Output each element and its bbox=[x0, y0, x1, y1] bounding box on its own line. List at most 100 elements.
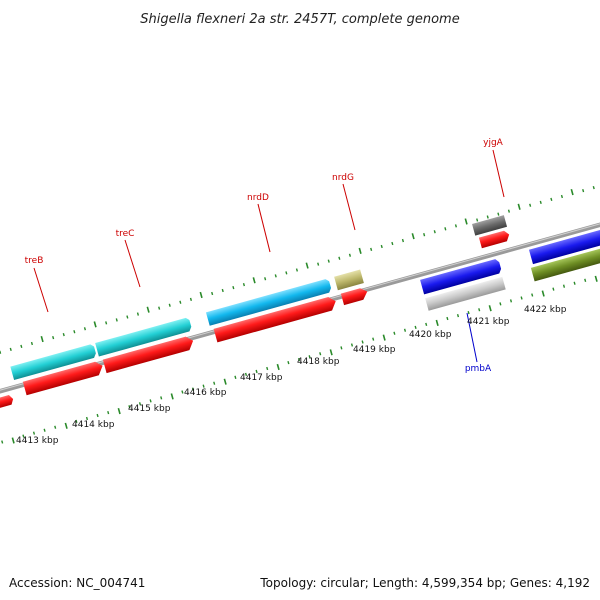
scale-tick bbox=[509, 299, 513, 303]
scale-tick bbox=[539, 200, 542, 204]
kbp-label: 4415 kbp bbox=[128, 404, 171, 414]
scale-tick bbox=[414, 325, 417, 329]
scale-tick bbox=[189, 297, 193, 301]
scale-tick bbox=[435, 319, 439, 327]
scale-tick bbox=[573, 281, 576, 285]
gene-label-treB[interactable]: treB bbox=[25, 256, 44, 266]
scale-tick bbox=[181, 390, 184, 394]
scale-tick bbox=[234, 375, 237, 379]
feature-blue-1[interactable] bbox=[420, 258, 502, 295]
feature-sky-1[interactable] bbox=[205, 278, 332, 326]
scale-tick bbox=[75, 419, 78, 424]
scale-tick bbox=[11, 437, 15, 444]
scale-tick bbox=[32, 431, 36, 435]
scale-tick bbox=[30, 341, 34, 346]
scale-tick bbox=[327, 259, 330, 263]
kbp-label: 4418 kbp bbox=[297, 357, 340, 367]
scale-tick bbox=[274, 274, 277, 278]
cds-treC[interactable] bbox=[102, 335, 195, 374]
scale-tick bbox=[146, 306, 150, 313]
scale-tick bbox=[213, 381, 216, 385]
scale-tick bbox=[560, 194, 564, 199]
kbp-label: 4422 kbp bbox=[524, 305, 567, 315]
kbp-labels: 4413 kbp 4414 kbp 4415 kbp 4416 kbp 4417… bbox=[16, 305, 567, 446]
scale-tick bbox=[285, 271, 288, 275]
scale-tick bbox=[43, 428, 46, 432]
scale-tick bbox=[372, 337, 375, 341]
map-title: Shigella flexneri 2a str. 2457T, complet… bbox=[140, 12, 459, 27]
scale-tick bbox=[199, 291, 203, 299]
feature-olive-1[interactable] bbox=[530, 241, 600, 282]
scale-tick bbox=[93, 321, 97, 328]
scale-tick bbox=[403, 328, 407, 332]
scale-tick bbox=[158, 306, 161, 310]
scale-tick bbox=[40, 335, 44, 343]
scale-tick bbox=[211, 291, 214, 296]
scale-tick bbox=[517, 203, 521, 210]
scale-tick bbox=[170, 393, 174, 400]
scale-tick bbox=[105, 321, 108, 325]
kbp-label: 4416 kbp bbox=[184, 388, 227, 398]
scale-tick bbox=[64, 422, 68, 429]
scale-tick bbox=[223, 378, 227, 385]
scale-tick bbox=[370, 247, 373, 252]
leader-nrdD bbox=[257, 203, 271, 253]
scale-tick bbox=[550, 197, 553, 202]
feature-cyan-1[interactable] bbox=[10, 344, 97, 381]
cds-treB[interactable] bbox=[22, 360, 105, 396]
scale-tick bbox=[584, 278, 587, 282]
scale-tick bbox=[382, 334, 386, 341]
scale-tick bbox=[393, 331, 396, 335]
scale-tick bbox=[464, 218, 468, 225]
scale-tick bbox=[570, 188, 574, 196]
scale-tick bbox=[276, 363, 280, 371]
cds-1[interactable] bbox=[0, 394, 14, 409]
scale-tick bbox=[160, 396, 163, 400]
scale-tick bbox=[350, 343, 354, 347]
scale-tick bbox=[358, 247, 362, 254]
gene-label-nrdG[interactable]: nrdG bbox=[332, 173, 354, 183]
scale-tick bbox=[444, 227, 447, 231]
scale-tick bbox=[476, 218, 479, 222]
scale-tick bbox=[499, 302, 502, 306]
accession-text: Accession: NC_004741 bbox=[9, 576, 145, 590]
scale-tick bbox=[191, 387, 195, 391]
scale-tick bbox=[305, 262, 309, 269]
scale-tick bbox=[126, 315, 129, 319]
scale-tick bbox=[232, 285, 235, 290]
scale-tick bbox=[456, 313, 460, 318]
cds-nrdG[interactable] bbox=[340, 287, 369, 306]
scale-tick bbox=[361, 340, 364, 344]
scale-tick bbox=[149, 399, 152, 403]
cds-nrdD[interactable] bbox=[213, 295, 338, 343]
gene-label-treC[interactable]: treC bbox=[116, 229, 135, 239]
scale-tick bbox=[319, 352, 322, 356]
kbp-label: 4420 kbp bbox=[409, 330, 452, 340]
scale-tick bbox=[340, 346, 343, 350]
scale-tick bbox=[348, 253, 352, 257]
lower-scale-ticks bbox=[1, 275, 598, 444]
scale-tick bbox=[541, 290, 545, 297]
scale-tick bbox=[73, 330, 76, 334]
scale-tick bbox=[115, 318, 118, 322]
feature-khaki-1[interactable] bbox=[334, 269, 364, 291]
feature-dark-1[interactable] bbox=[472, 215, 508, 236]
leader-treC bbox=[124, 239, 141, 288]
feature-grey-1[interactable] bbox=[425, 276, 506, 311]
scale-tick bbox=[329, 349, 333, 356]
scale-tick bbox=[592, 186, 595, 190]
cds-yjgA[interactable] bbox=[478, 230, 511, 249]
scale-tick bbox=[594, 275, 598, 282]
scale-tick bbox=[297, 358, 301, 362]
feature-blue-2[interactable] bbox=[528, 223, 600, 265]
gene-label-pmbA[interactable]: pmbA bbox=[465, 364, 492, 374]
feature-cyan-2[interactable] bbox=[95, 317, 192, 357]
scale-tick bbox=[202, 384, 205, 388]
upper-scale-ticks bbox=[0, 186, 595, 354]
scale-tick bbox=[520, 296, 523, 300]
gene-label-yjgA[interactable]: yjgA bbox=[483, 138, 504, 148]
scale-tick bbox=[54, 425, 57, 429]
gene-label-nrdD[interactable]: nrdD bbox=[247, 193, 269, 203]
scale-tick bbox=[531, 293, 534, 297]
